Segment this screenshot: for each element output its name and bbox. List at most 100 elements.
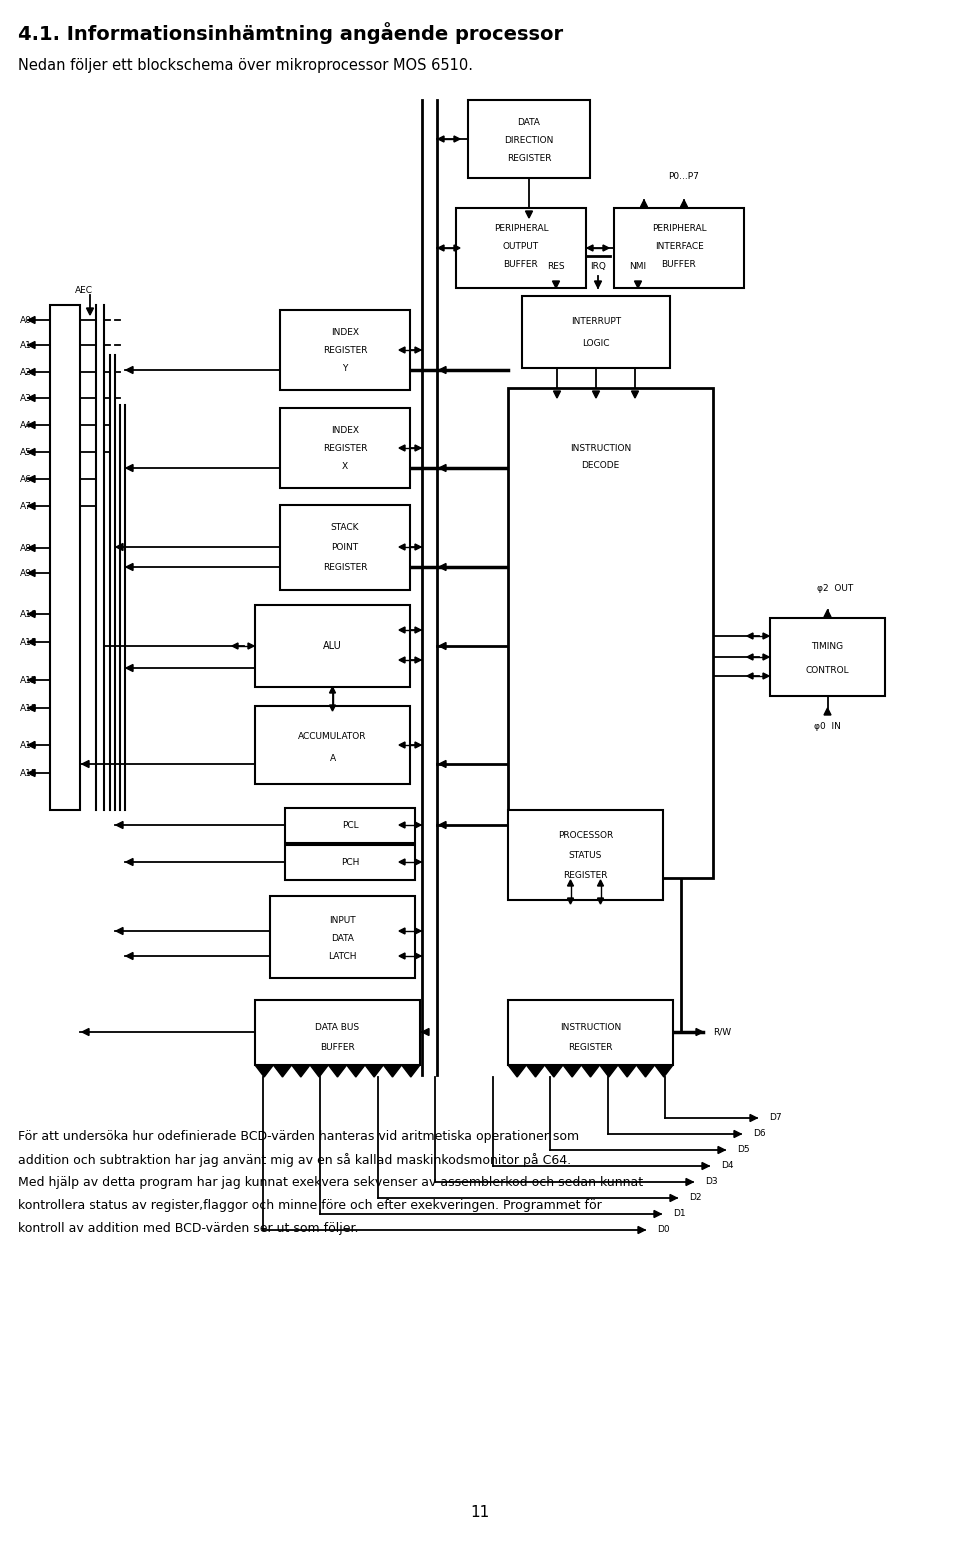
Text: A15: A15 — [20, 769, 37, 778]
Polygon shape — [422, 1029, 429, 1035]
Bar — [285, 845, 415, 881]
Polygon shape — [28, 638, 35, 646]
Text: REGISTER: REGISTER — [323, 563, 368, 571]
Text: Y: Y — [343, 364, 348, 372]
Polygon shape — [116, 543, 123, 551]
Polygon shape — [28, 448, 35, 456]
Polygon shape — [399, 742, 405, 748]
Polygon shape — [597, 881, 604, 885]
Polygon shape — [86, 308, 93, 314]
Polygon shape — [603, 244, 609, 251]
Text: D3: D3 — [705, 1178, 718, 1187]
Text: 11: 11 — [470, 1505, 490, 1520]
Polygon shape — [747, 674, 753, 678]
Text: BUFFER: BUFFER — [320, 1043, 355, 1052]
Polygon shape — [686, 1178, 693, 1186]
Polygon shape — [28, 476, 35, 482]
Text: NMI: NMI — [630, 261, 647, 271]
Bar — [280, 408, 410, 489]
Polygon shape — [310, 1064, 328, 1077]
Bar — [270, 896, 415, 979]
Text: P0...P7: P0...P7 — [668, 171, 700, 180]
Polygon shape — [116, 927, 123, 935]
Polygon shape — [292, 1064, 310, 1077]
Text: BUFFER: BUFFER — [504, 260, 539, 269]
Polygon shape — [597, 898, 604, 904]
Text: R/W: R/W — [713, 1027, 732, 1036]
Text: ALU: ALU — [324, 641, 342, 650]
Bar — [468, 100, 590, 177]
Polygon shape — [415, 347, 421, 353]
Bar — [522, 296, 670, 369]
Polygon shape — [82, 1029, 89, 1035]
Text: D0: D0 — [657, 1226, 670, 1234]
Text: A8: A8 — [20, 543, 32, 552]
Text: PERIPHERAL: PERIPHERAL — [493, 224, 548, 232]
Polygon shape — [632, 391, 638, 398]
Polygon shape — [439, 643, 446, 649]
Text: LATCH: LATCH — [328, 952, 357, 960]
Text: D4: D4 — [721, 1161, 733, 1170]
Polygon shape — [399, 545, 405, 549]
Polygon shape — [255, 1064, 274, 1077]
Text: INPUT: INPUT — [329, 915, 356, 924]
Polygon shape — [415, 927, 421, 934]
Text: POINT: POINT — [331, 543, 359, 551]
Text: kontroll av addition med BCD-värden ser ut som följer.: kontroll av addition med BCD-värden ser … — [18, 1221, 358, 1235]
Polygon shape — [126, 664, 133, 672]
Polygon shape — [439, 761, 446, 767]
Polygon shape — [439, 367, 446, 373]
Polygon shape — [28, 610, 35, 618]
Bar — [50, 305, 80, 811]
Polygon shape — [399, 657, 405, 663]
Polygon shape — [618, 1064, 636, 1077]
Text: A3: A3 — [20, 394, 32, 403]
Polygon shape — [28, 545, 35, 551]
Text: A9: A9 — [20, 568, 32, 577]
Polygon shape — [126, 563, 133, 571]
Polygon shape — [126, 859, 133, 865]
Text: kontrollera status av register,flaggor och minne före och efter exekveringen. Pr: kontrollera status av register,flaggor o… — [18, 1200, 602, 1212]
Text: D7: D7 — [769, 1114, 781, 1122]
Polygon shape — [567, 898, 573, 904]
Bar — [255, 605, 410, 688]
Text: INDEX: INDEX — [331, 425, 359, 434]
Polygon shape — [28, 770, 35, 776]
Polygon shape — [640, 201, 647, 207]
Polygon shape — [399, 627, 405, 633]
Text: φ0  IN: φ0 IN — [814, 722, 841, 730]
Text: CONTROL: CONTROL — [805, 666, 850, 674]
Polygon shape — [525, 212, 533, 218]
Polygon shape — [587, 244, 593, 251]
Text: STATUS: STATUS — [569, 851, 602, 859]
Polygon shape — [563, 1064, 582, 1077]
Text: φ2  OUT: φ2 OUT — [817, 584, 853, 593]
Polygon shape — [454, 244, 460, 251]
Text: DATA: DATA — [331, 934, 354, 943]
Text: addition och subtraktion har jag använt mig av en så kallad maskinkodsmonitor på: addition och subtraktion har jag använt … — [18, 1153, 571, 1167]
Polygon shape — [399, 952, 405, 958]
Text: A11: A11 — [20, 638, 37, 646]
Polygon shape — [415, 657, 421, 663]
Polygon shape — [28, 503, 35, 509]
Text: PCH: PCH — [341, 857, 359, 867]
Text: A2: A2 — [20, 367, 32, 377]
Text: X: X — [342, 462, 348, 470]
Bar — [456, 209, 586, 288]
Polygon shape — [439, 563, 446, 571]
Text: DATA BUS: DATA BUS — [316, 1022, 360, 1032]
Polygon shape — [718, 1147, 725, 1153]
Polygon shape — [28, 341, 35, 349]
Polygon shape — [329, 705, 335, 711]
Polygon shape — [763, 633, 769, 640]
Polygon shape — [28, 395, 35, 401]
Polygon shape — [747, 654, 753, 660]
Polygon shape — [567, 881, 573, 885]
Bar — [255, 1001, 420, 1064]
Text: A5: A5 — [20, 448, 32, 456]
Text: REGISTER: REGISTER — [323, 345, 368, 355]
Polygon shape — [439, 822, 446, 828]
Polygon shape — [28, 569, 35, 577]
Polygon shape — [126, 465, 133, 471]
Polygon shape — [365, 1064, 383, 1077]
